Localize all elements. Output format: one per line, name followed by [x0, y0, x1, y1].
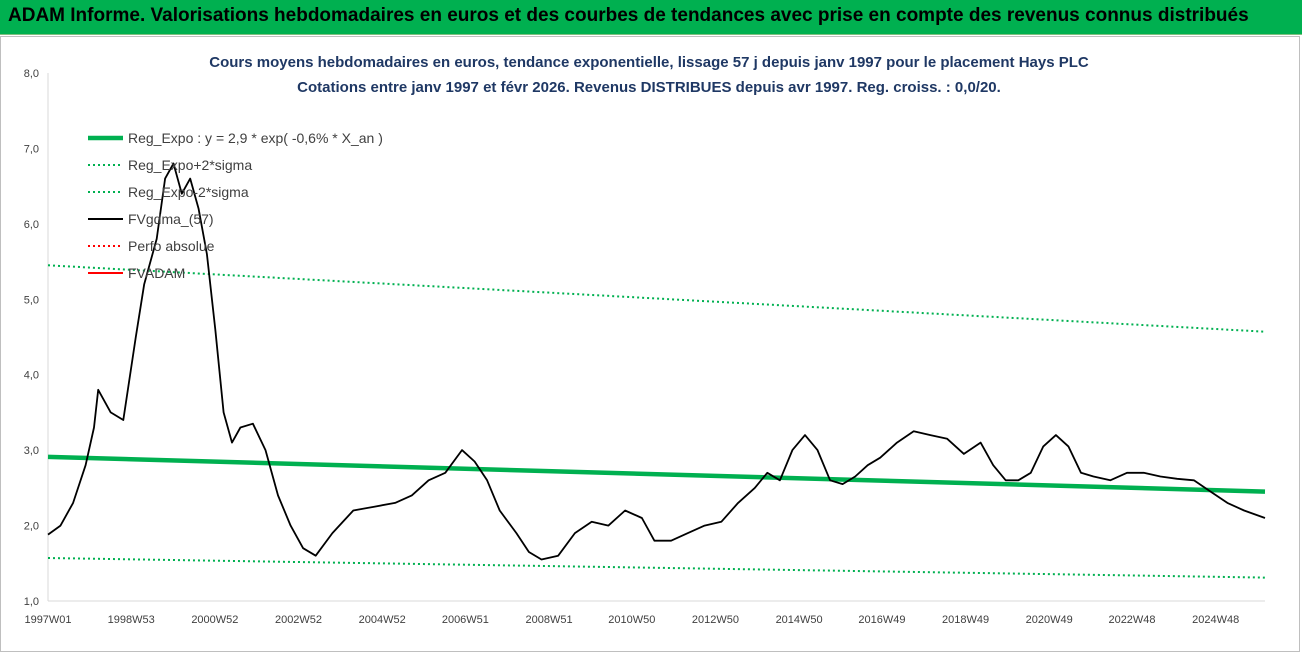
legend: Reg_Expo : y = 2,9 * exp( -0,6% * X_an )… [88, 130, 383, 281]
chart-area: Cours moyens hebdomadaires en euros, ten… [0, 36, 1300, 652]
x-tick-label: 2018W49 [942, 614, 989, 626]
x-tick-label: 2022W48 [1108, 614, 1155, 626]
x-tick-label: 2004W52 [359, 614, 406, 626]
chart-title: Cours moyens hebdomadaires en euros, ten… [209, 54, 1089, 96]
chart-title-line-1: Cours moyens hebdomadaires en euros, ten… [209, 54, 1089, 71]
x-tick-label: 2020W49 [1026, 614, 1073, 626]
legend-label: Perfo absolue [128, 238, 215, 254]
x-tick-label: 2008W51 [525, 614, 572, 626]
x-tick-label: 1998W53 [108, 614, 155, 626]
y-tick-label: 1,0 [24, 596, 39, 608]
y-tick-label: 3,0 [24, 445, 39, 457]
y-tick-label: 8,0 [24, 68, 39, 80]
x-tick-label: 1997W01 [24, 614, 71, 626]
legend-label: Reg_Expo+2*sigma [128, 157, 252, 173]
y-tick-label: 6,0 [24, 219, 39, 231]
x-tick-label: 2024W48 [1192, 614, 1239, 626]
line-chart: Cours moyens hebdomadaires en euros, ten… [24, 54, 1266, 626]
chart-title-line-2: Cotations entre janv 1997 et févr 2026. … [297, 79, 1001, 96]
axes: 1,0 2,0 3,0 4,0 5,0 6,0 7,0 8,0 1997W01 1998W53 20… [24, 68, 1265, 626]
series-line-2 [47, 557, 1266, 579]
series-line-1 [47, 264, 1266, 333]
series-line-0 [47, 454, 1266, 494]
report-title: ADAM Informe. Valorisations hebdomadaire… [8, 5, 1249, 26]
y-tick-label: 4,0 [24, 370, 39, 382]
x-tick-label: 2006W51 [442, 614, 489, 626]
x-tick-label: 2000W52 [191, 614, 238, 626]
x-tick-label: 2016W49 [858, 614, 905, 626]
y-tick-label: 7,0 [24, 143, 39, 155]
x-tick-label: 2002W52 [275, 614, 322, 626]
legend-label: Reg_Expo-2*sigma [128, 184, 249, 200]
series-line-3 [47, 162, 1266, 561]
x-tick-label: 2012W50 [692, 614, 739, 626]
y-tick-label: 2,0 [24, 521, 39, 533]
x-tick-label: 2010W50 [608, 614, 655, 626]
plot-area [47, 162, 1266, 579]
x-tick-label: 2014W50 [776, 614, 823, 626]
y-tick-label: 5,0 [24, 294, 39, 306]
legend-label: Reg_Expo : y = 2,9 * exp( -0,6% * X_an ) [128, 130, 383, 146]
report-banner: ADAM Informe. Valorisations hebdomadaire… [0, 0, 1302, 35]
legend-label: FVgdma_(57) [128, 211, 214, 227]
legend-label: FVADAM [128, 265, 185, 281]
